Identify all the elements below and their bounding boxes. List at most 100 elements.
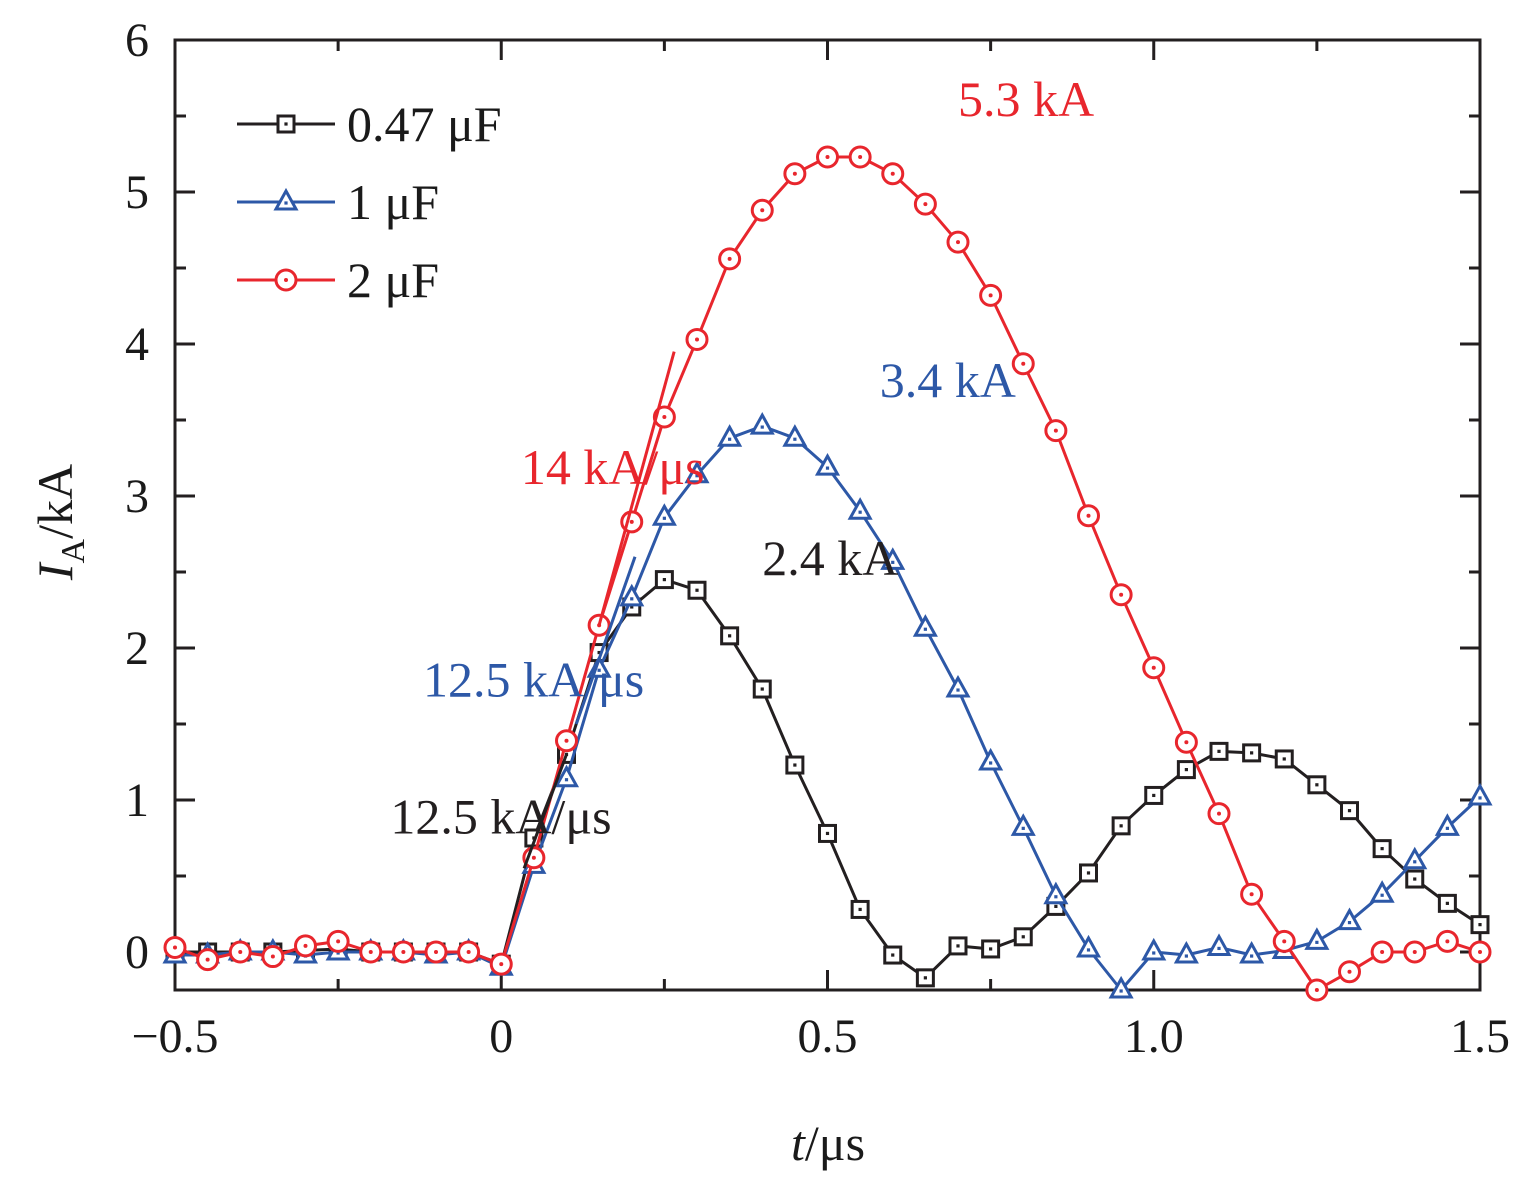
data-point — [718, 247, 742, 271]
series-circle — [163, 145, 1492, 1002]
annotation-label: 2.4 kA — [762, 530, 898, 586]
marker-dot — [284, 122, 288, 126]
x-axis-title: t/μs — [791, 1115, 865, 1171]
marker-triangle — [1075, 934, 1102, 958]
data-point — [326, 929, 350, 953]
data-point — [1336, 907, 1363, 931]
marker-triangle — [717, 424, 743, 447]
marker-triangle — [1402, 846, 1428, 870]
marker-dot — [1152, 951, 1156, 955]
marker-dot — [238, 950, 243, 954]
data-point — [915, 968, 935, 988]
marker-dot — [1054, 904, 1058, 908]
legend-label: 0.47 μF — [347, 96, 502, 152]
data-point — [1470, 915, 1490, 935]
marker-dot — [1184, 768, 1188, 772]
marker-dot — [695, 588, 699, 592]
data-point — [1272, 929, 1296, 953]
marker-triangle — [814, 453, 841, 476]
marker-dot — [1413, 860, 1417, 864]
marker-dot — [1184, 954, 1188, 958]
data-point — [978, 747, 1004, 771]
marker-dot — [989, 947, 993, 951]
data-point — [1435, 929, 1459, 953]
marker-dot — [564, 738, 569, 743]
marker-triangle — [880, 547, 906, 570]
data-point — [946, 230, 970, 254]
data-point — [785, 755, 805, 775]
data-point — [1079, 863, 1098, 883]
marker-dot — [793, 763, 797, 767]
marker-dot — [1053, 428, 1058, 433]
marker-dot — [1314, 988, 1319, 992]
marker-dot — [1086, 948, 1091, 952]
marker-dot — [1315, 940, 1319, 944]
data-point — [1207, 802, 1231, 826]
marker-dot — [858, 155, 863, 160]
marker-dot — [890, 171, 895, 176]
marker-dot — [1250, 954, 1254, 958]
marker-dot — [597, 668, 601, 672]
marker-triangle — [1010, 813, 1036, 836]
marker-dot — [1151, 665, 1156, 670]
legend: 0.47 μF 1 μF 2 μF — [237, 96, 502, 308]
marker-dot — [270, 954, 275, 959]
data-point — [883, 945, 903, 965]
marker-triangle — [912, 614, 938, 637]
data-point — [1437, 893, 1457, 913]
annotation-label: 3.4 kA — [880, 352, 1016, 408]
series-line — [175, 424, 1482, 992]
marker-dot — [760, 425, 764, 429]
data-point — [619, 583, 645, 607]
marker-dot — [466, 950, 471, 954]
marker-dot — [1380, 893, 1384, 897]
data-point — [1370, 940, 1394, 964]
marker-dot — [1315, 783, 1319, 787]
data-point — [1075, 934, 1102, 958]
marker-dot — [1413, 877, 1417, 881]
marker-dot — [173, 945, 177, 950]
marker-triangle — [945, 674, 971, 698]
marker-dot — [1445, 826, 1449, 830]
legend-marker — [274, 268, 298, 292]
marker-dot — [695, 337, 699, 342]
marker-dot — [303, 943, 308, 948]
data-point — [654, 570, 674, 590]
marker-dot — [891, 560, 895, 564]
data-point — [912, 614, 938, 637]
data-point — [196, 948, 220, 972]
marker-dot — [760, 687, 764, 691]
marker-dot — [989, 761, 993, 765]
data-point — [1044, 419, 1068, 443]
data-point — [1108, 975, 1134, 999]
marker-dot — [1119, 592, 1124, 597]
marker-dot — [825, 466, 830, 470]
marker-dot — [1282, 939, 1287, 944]
data-point — [752, 679, 772, 699]
marker-triangle — [749, 411, 775, 435]
data-point — [1141, 937, 1167, 961]
y-tick-label: 3 — [125, 470, 149, 523]
marker-dot — [662, 414, 667, 419]
marker-dot — [695, 474, 699, 478]
data-point — [1274, 749, 1294, 769]
marker-triangle — [1304, 927, 1330, 950]
marker-dot — [1347, 809, 1352, 813]
marker-triangle — [1239, 940, 1265, 964]
data-point — [1369, 880, 1395, 903]
marker-dot — [825, 831, 830, 836]
marker-dot — [1250, 751, 1254, 755]
annotation-label: 12.5 kA/μs — [423, 652, 644, 708]
marker-triangle — [782, 424, 808, 447]
tick-labels: −0.5 0 0.5 1.0 1.5 0 1 2 3 4 5 6 — [125, 14, 1510, 1063]
data-point — [424, 940, 448, 964]
data-point — [1174, 730, 1198, 754]
marker-dot — [728, 634, 732, 638]
data-point — [391, 940, 415, 964]
data-point — [1468, 940, 1492, 964]
marker-dot — [793, 437, 797, 441]
data-point — [1176, 760, 1196, 780]
marker-dot — [792, 171, 797, 176]
series-line — [175, 578, 1481, 980]
